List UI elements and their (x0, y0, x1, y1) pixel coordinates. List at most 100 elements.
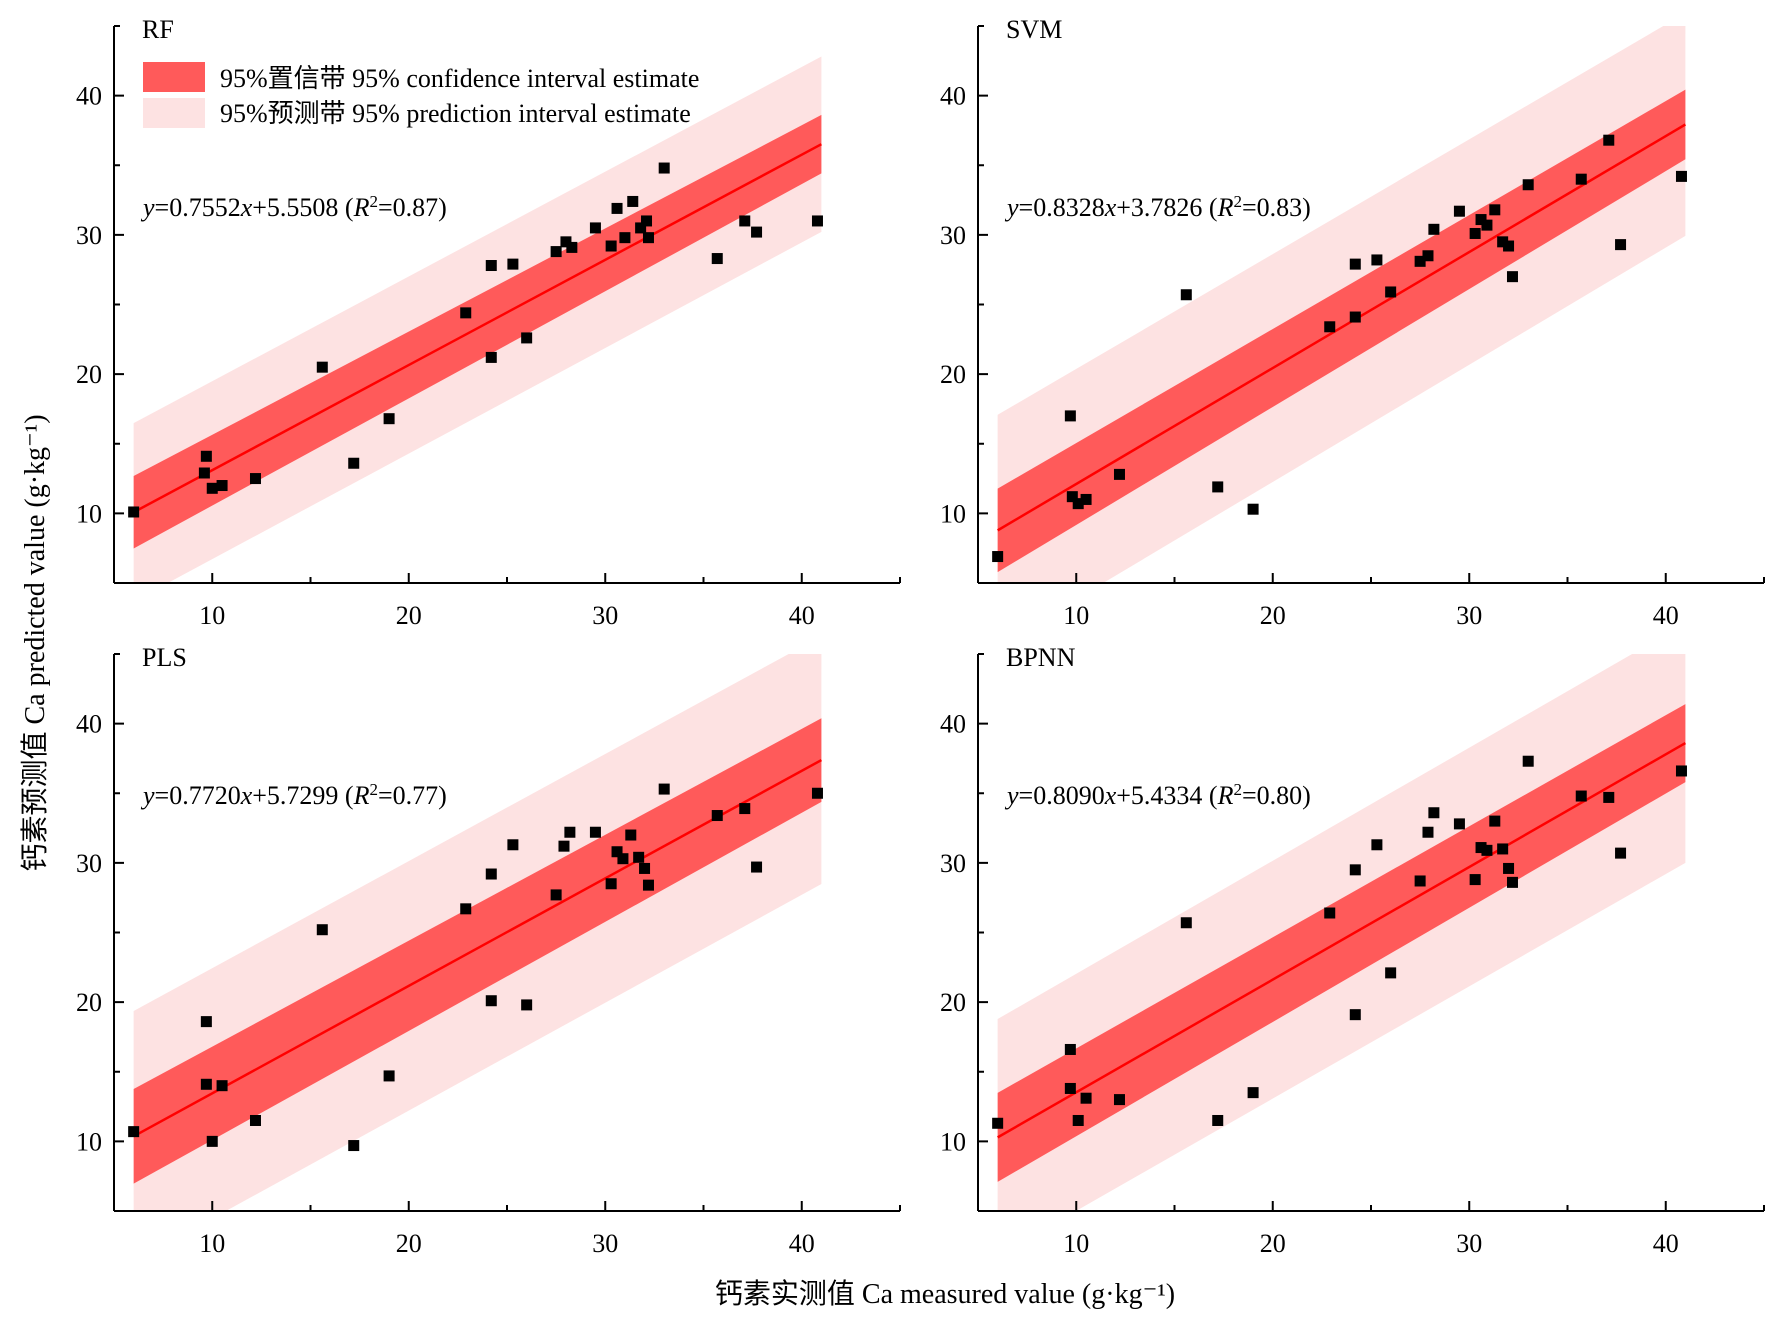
panel-title: PLS (142, 643, 187, 672)
data-point (1385, 286, 1397, 298)
panels: 10 20 30 40 10 20 30 40 RF y=0.7552x+5.5508 (R2=0… (76, 15, 1765, 1258)
data-point (1475, 214, 1487, 226)
data-point (550, 246, 562, 258)
data-point (1675, 765, 1687, 777)
data-point (751, 861, 763, 873)
data-point (316, 361, 328, 373)
panel-title: RF (142, 15, 174, 44)
plot-area (992, 26, 1687, 583)
y-axis-title: 钙素预测值 Ca predicted value (g·kg⁻¹) (19, 414, 51, 871)
x-tick-label: 40 (789, 1229, 815, 1258)
data-point (348, 457, 360, 469)
y-tick-label: 40 (940, 710, 966, 739)
legend-prediction-label: 95%预测带 95% prediction interval estimate (220, 99, 691, 128)
data-point (1497, 236, 1509, 248)
data-point (1428, 807, 1440, 819)
x-tick-label: 20 (396, 601, 422, 630)
y-tick-label: 30 (940, 849, 966, 878)
data-point (521, 999, 533, 1011)
data-point (611, 202, 623, 214)
confidence-band (133, 718, 822, 1184)
panel-title: SVM (1006, 15, 1062, 44)
y-tick-label: 10 (76, 499, 102, 528)
data-point (1349, 864, 1361, 876)
data-point (507, 258, 519, 270)
data-point (128, 506, 140, 518)
data-point (1349, 311, 1361, 323)
data-point (216, 1080, 228, 1092)
data-point (1522, 755, 1534, 767)
data-point (200, 1016, 212, 1028)
data-point (1428, 223, 1440, 235)
legend: 95%置信带 95% confidence interval estimate 9… (143, 62, 699, 128)
x-tick-label: 30 (1456, 601, 1482, 630)
data-point (128, 1126, 140, 1138)
data-point (641, 215, 653, 227)
data-point (249, 1114, 261, 1126)
x-tick-label: 40 (1653, 601, 1679, 630)
data-point (485, 260, 497, 272)
panel-pls: 10 20 30 40 10 20 30 40 PLS y=0.7720x+5.7299 (R2=… (76, 643, 901, 1258)
data-point (1615, 239, 1627, 251)
data-point (811, 215, 823, 227)
data-point (1180, 289, 1192, 301)
legend-prediction-swatch (143, 98, 205, 128)
data-point (1349, 258, 1361, 270)
data-point (625, 829, 637, 841)
data-point (1575, 790, 1587, 802)
data-point (635, 222, 647, 234)
data-point (633, 851, 645, 863)
data-point (1072, 1114, 1084, 1126)
x-tick-label: 40 (1653, 1229, 1679, 1258)
data-point (639, 862, 651, 874)
data-point (521, 332, 533, 344)
y-tick-label: 10 (940, 1127, 966, 1156)
data-point (348, 1140, 360, 1152)
x-tick-label: 10 (199, 1229, 225, 1258)
data-point (611, 846, 623, 858)
data-point (711, 810, 723, 822)
data-point (617, 853, 629, 865)
data-point (658, 162, 670, 174)
y-tick-label: 30 (940, 221, 966, 250)
plot-area (992, 654, 1687, 1211)
data-point (564, 826, 576, 838)
plot-area (128, 654, 823, 1211)
data-point (642, 232, 654, 244)
data-point (383, 413, 395, 425)
fit-line (133, 143, 822, 514)
data-point (1522, 179, 1534, 191)
data-point (642, 879, 654, 891)
data-point (1414, 875, 1426, 887)
regression-equation: y=0.7552x+5.5508 (R2=0.87) (140, 192, 447, 223)
x-axis-title: 钙素实测值 Ca measured value (g·kg⁻¹) (715, 1278, 1175, 1310)
data-point (992, 551, 1004, 563)
data-point (1506, 271, 1518, 283)
legend-confidence-label: 95%置信带 95% confidence interval estimate (220, 64, 699, 93)
data-point (560, 236, 572, 248)
data-point (589, 826, 601, 838)
data-point (1212, 481, 1224, 493)
data-point (460, 307, 472, 319)
data-point (811, 787, 823, 799)
data-point (589, 222, 601, 234)
x-tick-label: 10 (1063, 1229, 1089, 1258)
data-point (1481, 844, 1493, 856)
data-point (739, 803, 751, 815)
data-point (316, 924, 328, 936)
data-point (1603, 791, 1615, 803)
data-point (485, 995, 497, 1007)
data-point (507, 839, 519, 851)
data-point (1675, 170, 1687, 182)
data-point (198, 467, 210, 479)
data-point (383, 1070, 395, 1082)
data-point (1324, 907, 1336, 919)
data-point (605, 878, 617, 890)
data-point (1371, 839, 1383, 851)
data-point (1064, 410, 1076, 422)
data-point (216, 480, 228, 492)
data-point (1503, 862, 1515, 874)
data-point (1422, 826, 1434, 838)
data-point (1414, 255, 1426, 267)
